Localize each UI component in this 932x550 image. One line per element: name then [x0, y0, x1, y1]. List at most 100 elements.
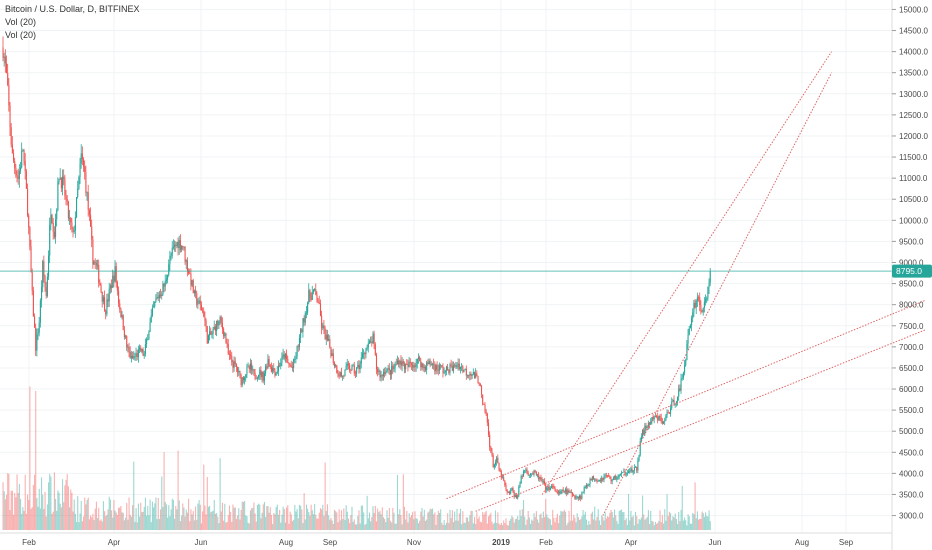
- candle-body: [43, 261, 45, 276]
- volume-bar: [71, 492, 73, 530]
- candle-body: [193, 290, 195, 294]
- candle-body: [202, 310, 204, 312]
- candle-body: [232, 362, 234, 368]
- volume-bar: [233, 507, 235, 530]
- volume-bar: [699, 518, 701, 530]
- candle-body: [539, 477, 541, 480]
- candle-body: [365, 349, 367, 355]
- candle-body: [111, 285, 113, 288]
- volume-bar: [210, 512, 212, 530]
- volume-bar: [559, 515, 561, 530]
- volume-bar: [582, 510, 584, 530]
- volume-bar: [513, 522, 515, 530]
- volume-bar: [142, 511, 144, 530]
- candle-body: [247, 366, 249, 368]
- candle-body: [370, 341, 372, 343]
- volume-bar: [298, 504, 301, 530]
- y-tick-label: 13500.0: [899, 69, 928, 78]
- candle-body: [301, 329, 303, 333]
- time-axis[interactable]: Feb Apr Jun Aug Sep Nov 2019 Feb Apr Jun Aug Sep: [22, 538, 854, 547]
- volume-bar: [448, 522, 450, 530]
- volume-bar: [522, 500, 525, 530]
- candle-body: [406, 363, 408, 365]
- trend-line[interactable]: [602, 72, 833, 516]
- volume-bar: [672, 516, 674, 530]
- volume-bar: [546, 514, 548, 530]
- candle-body: [403, 363, 406, 370]
- candle-body: [496, 457, 498, 463]
- volume-bar: [703, 516, 705, 530]
- candle-body: [398, 360, 400, 365]
- volume-bar: [698, 519, 700, 530]
- trend-lines[interactable]: [446, 51, 926, 516]
- volume-bar: [251, 508, 253, 530]
- trend-line[interactable]: [541, 51, 832, 495]
- candle-body: [666, 412, 668, 416]
- candle-body: [598, 480, 600, 481]
- candle-body: [684, 365, 686, 373]
- candle-body: [678, 388, 680, 397]
- volume-bar: [133, 461, 135, 530]
- candle-body: [375, 354, 378, 370]
- candle-body: [154, 301, 156, 307]
- candle-body: [203, 310, 205, 317]
- volume-bar: [16, 474, 18, 530]
- candle-body: [213, 326, 215, 329]
- volume-bar: [286, 507, 288, 530]
- candle-body: [252, 369, 254, 371]
- volume-bar: [393, 512, 395, 530]
- candle-body: [594, 479, 596, 481]
- volume-bar: [380, 514, 382, 530]
- volume-bar: [192, 510, 194, 530]
- candle-body: [706, 298, 708, 300]
- candle-body: [329, 339, 331, 348]
- candle-body: [214, 326, 216, 331]
- candle-body: [384, 372, 386, 374]
- volume-bar: [635, 511, 637, 530]
- candle-body: [416, 358, 418, 364]
- candle-body: [487, 422, 490, 435]
- volume-bar: [431, 508, 434, 530]
- volume-bar: [645, 518, 647, 530]
- candle-body: [346, 363, 348, 367]
- candle-body: [396, 360, 399, 364]
- volume-bar: [656, 523, 658, 530]
- candle-body: [498, 462, 500, 470]
- candle-body: [170, 255, 172, 257]
- candle-body: [169, 255, 171, 265]
- x-tick-label: Feb: [539, 538, 553, 547]
- candle-body: [217, 320, 219, 326]
- candle-body: [128, 347, 130, 352]
- volume-bar: [37, 506, 39, 530]
- candle-body: [388, 367, 390, 370]
- candle-body: [395, 363, 397, 365]
- volume-bar: [107, 509, 109, 530]
- candle-body: [269, 364, 271, 367]
- candle-body: [336, 365, 338, 374]
- candle-body: [588, 484, 590, 486]
- candle-body: [49, 225, 51, 256]
- candle-body: [176, 241, 178, 246]
- candle-body: [654, 416, 656, 418]
- candle-body: [279, 365, 281, 367]
- candle-body: [199, 300, 201, 305]
- candle-body: [554, 488, 556, 492]
- volume-bar: [46, 504, 48, 530]
- volume-bar: [169, 516, 171, 530]
- volume-bar: [98, 507, 100, 530]
- candle-body: [700, 305, 702, 312]
- volume-bar: [586, 519, 588, 530]
- candle-body: [188, 271, 190, 274]
- candle-body: [438, 365, 441, 371]
- candle-body: [312, 289, 315, 292]
- price-axis[interactable]: 3000.0 3500.0 4000.0 4500.0 5000.0 5500.0 6000…: [892, 5, 928, 521]
- candle-body: [356, 367, 358, 374]
- candle-body: [118, 290, 120, 304]
- volume-bar: [519, 509, 521, 530]
- volume-bar: [477, 518, 479, 530]
- candle-body: [283, 354, 285, 359]
- candle-body: [308, 290, 310, 303]
- trend-line[interactable]: [446, 299, 926, 500]
